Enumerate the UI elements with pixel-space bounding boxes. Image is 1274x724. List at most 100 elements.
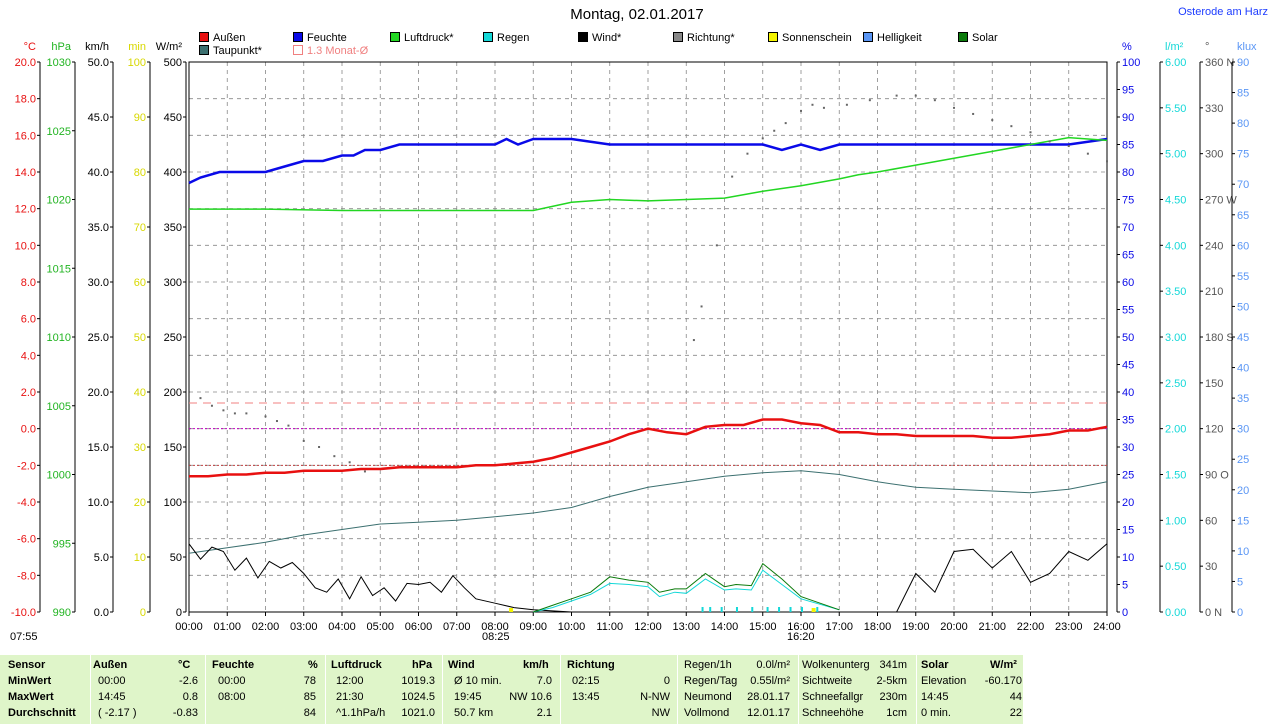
table-header-luftdruck-unit: hPa [412,659,433,671]
right-axis-tick-label: 20 [1237,485,1249,497]
table-cell-aussen-time: ( -2.17 ) [98,707,137,719]
legend-label: Helligkeit [877,32,922,44]
right-axis-tick-label: 40 [1122,387,1134,399]
table-cell-luftdruck-time: ^1.1hPa/h [336,707,386,719]
right-axis-tick-label: 55 [1237,271,1249,283]
legend-label: Luftdruck* [404,32,454,44]
right-axis-tick-label: 3.50 [1165,286,1186,298]
legend-label: Taupunkt* [213,45,262,57]
x-axis-tick-label: 05:00 [366,621,394,633]
right-axis-tick-label: 6.00 [1165,57,1186,69]
left-axis-tick-label: 1000 [47,470,71,482]
direction-point [245,412,248,415]
table-separator [798,655,799,724]
extra-key: Schneehöhe [802,707,864,719]
direction-point [991,119,994,122]
legend-item: Außen [199,32,245,44]
solar-value: -60.170 [984,675,1022,687]
rain-bar [778,607,781,612]
x-axis-tick-label: 23:00 [1055,621,1083,633]
direction-point [275,420,278,423]
x-axis-tick-label: 08:00 [481,621,509,633]
left-axis-tick-label: 2.0 [21,387,36,399]
x-axis-tick-label: 14:00 [711,621,739,633]
direction-point [914,94,917,97]
legend-label: Sonnenschein [782,32,852,44]
left-axis-unit: W/m² [156,41,183,53]
left-axis-tick-label: 10.0 [88,497,109,509]
extra-value: 0.55l/m² [750,675,790,687]
left-axis-tick-label: 20.0 [88,387,109,399]
right-axis-tick-label: 90 [1237,57,1249,69]
direction-point [287,424,290,427]
left-axis-unit: km/h [85,41,109,53]
right-axis-tick-label: 40 [1237,363,1249,375]
legend-swatch [293,32,303,42]
rain-bar [801,607,803,612]
x-axis-tick-label: 04:00 [328,621,356,633]
right-axis-tick-label: 5.00 [1165,149,1186,161]
legend-label: Feuchte [307,32,347,44]
legend-item: Helligkeit [863,32,922,44]
right-axis-tick-label: 65 [1122,250,1134,262]
left-axis-tick-label: 80 [134,167,146,179]
solar-value: 44 [1009,691,1022,703]
right-axis-tick-label: 0.00 [1165,607,1186,619]
table-separator [560,655,561,724]
table-header-wind-unit: km/h [523,659,549,671]
direction-point [746,152,749,155]
extra-key: Schneefallgr [802,691,864,703]
right-axis-tick-label: 30 [1237,424,1249,436]
right-axis-tick-label: 10 [1122,552,1134,564]
right-axis-tick-label: 5 [1237,576,1243,588]
table-cell-richtung-value: NW [651,707,670,719]
left-axis-tick-label: 10 [134,552,146,564]
table-cell-luftdruck-time: 12:00 [336,675,364,687]
right-axis-tick-label: 330 [1205,103,1223,115]
table-separator [442,655,443,724]
solar-key: 14:45 [921,691,949,703]
x-axis-tick-label: 13:00 [672,621,700,633]
right-axis-tick-label: 35 [1237,393,1249,405]
right-axis-tick-label: 80 [1122,167,1134,179]
series-taupunkt [188,470,1108,554]
x-axis-tick-label: 19:00 [902,621,930,633]
right-axis-tick-label: 60 [1205,515,1217,527]
legend-swatch [578,32,588,42]
right-axis-tick-label: 35 [1122,415,1134,427]
solar-unit: W/m² [990,659,1017,671]
left-axis-unit: °C [24,41,36,53]
direction-point [199,397,202,400]
left-axis-tick-label: -2.0 [17,460,36,472]
right-axis-tick-label: 0 N [1205,607,1222,619]
table-separator [677,655,678,724]
right-axis-unit: klux [1237,41,1257,53]
left-axis-tick-label: 1015 [47,263,71,275]
table-cell-aussen-time: 00:00 [98,675,126,687]
direction-point [972,112,975,115]
table-cell-luftdruck-value: 1024.5 [401,691,435,703]
direction-point [318,446,321,448]
x-axis-tick-label: 15:00 [749,621,777,633]
sun-marker [811,608,816,612]
legend-item: Feuchte [293,32,347,44]
x-axis-tick-label: 07:00 [443,621,471,633]
left-axis-tick-label: 450 [164,112,182,124]
sunrise-label: 07:55 [10,631,38,643]
right-axis-tick-label: 75 [1237,149,1249,161]
series-auen [189,418,1108,478]
table-row-label: MinWert [8,675,52,687]
left-axis-tick-label: 300 [164,277,182,289]
right-axis-tick-label: 5 [1122,580,1128,592]
left-axis-tick-label: -8.0 [17,570,36,582]
left-axis-tick-label: 1010 [47,332,71,344]
extra-key: Sichtweite [802,675,853,687]
rain-bar [816,607,819,612]
sun-marker-a: 08:25 [482,631,510,643]
left-axis-tick-label: 30.0 [88,277,109,289]
table-header-richtung: Richtung [567,659,615,671]
table-cell-feuchte-time: 08:00 [218,691,246,703]
table-cell-feuchte-time: 00:00 [218,675,246,687]
table-cell-aussen-value: -0.83 [172,707,198,719]
left-axis-tick-label: 400 [164,167,182,179]
